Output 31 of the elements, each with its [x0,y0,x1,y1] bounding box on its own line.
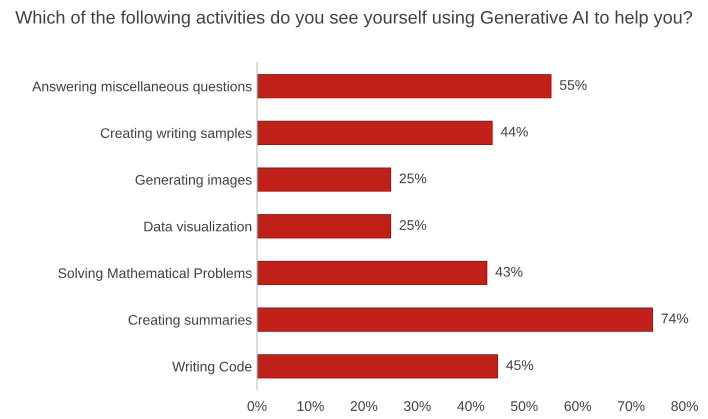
bar [257,120,493,145]
x-tick-label: 0% [248,401,267,411]
y-tick-label: Writing Code [172,361,252,374]
bar [257,260,488,286]
bar [257,214,392,238]
y-tick-label: Creating summaries [128,314,252,328]
data-label: 44% [500,126,528,137]
y-tick-label: Data visualization [144,221,252,232]
x-tick-label: 50% [510,401,538,411]
data-label: 25% [400,173,426,184]
x-tick-label: 80% [671,401,698,411]
chart-title: Which of the following activities do you see yourself using Generative AI to help you? [15,10,692,28]
bar [257,74,552,98]
x-tick-label: 10% [298,401,324,411]
x-tick-label: 30% [404,401,431,411]
y-tick-label: Solving Mathematical Problems [58,268,252,281]
x-tick-label: 40% [457,401,484,411]
data-label: 25% [400,220,426,230]
y-tick-label: Creating writing samples [100,128,252,141]
data-label: 74% [662,314,688,324]
bar [257,308,653,332]
data-label: 43% [496,266,522,277]
bar [257,354,498,378]
bar [257,167,392,192]
x-tick-label: 60% [564,401,592,411]
x-tick-label: 20% [350,401,378,411]
data-label: 55% [560,80,587,90]
y-tick-label: Answering miscellaneous questions [32,81,252,94]
x-tick-label: 70% [618,401,645,411]
data-label: 45% [506,360,534,370]
y-tick-label: Generating images [136,174,252,188]
